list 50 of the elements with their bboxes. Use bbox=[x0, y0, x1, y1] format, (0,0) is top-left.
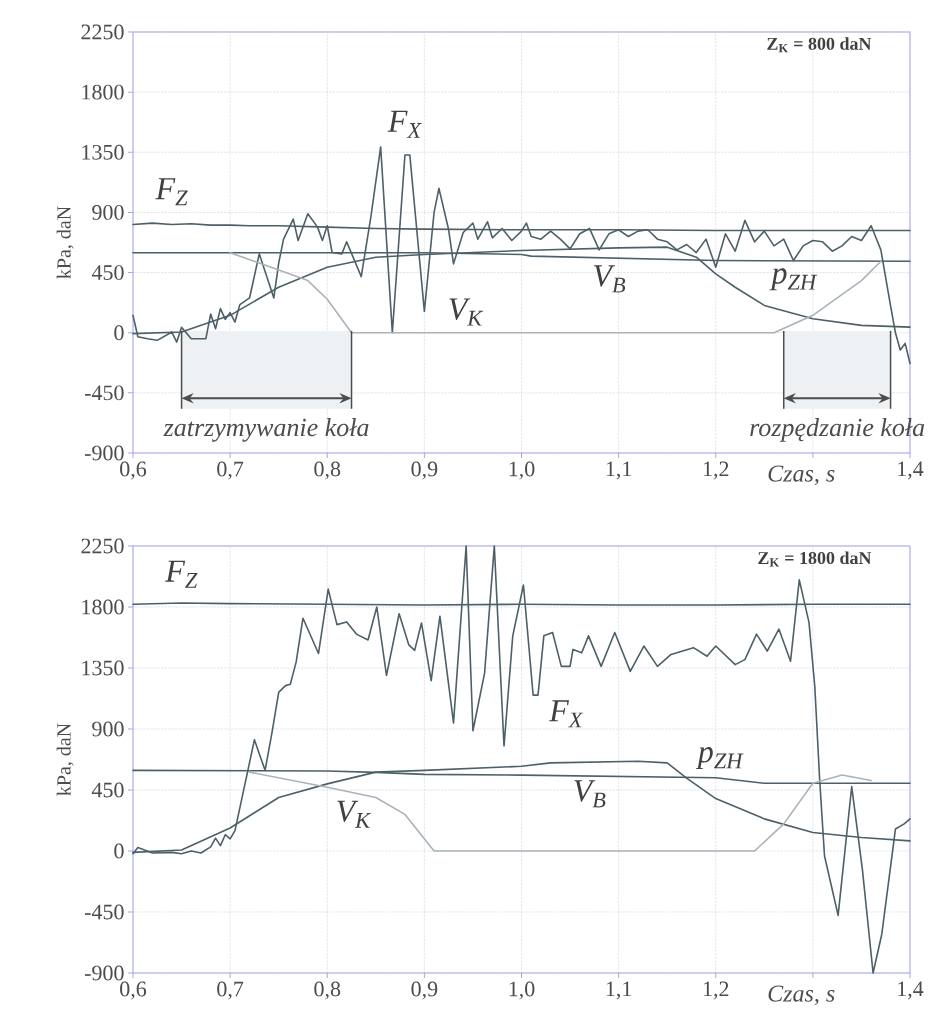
x-tick-label: 1,4 bbox=[898, 981, 924, 1000]
band-label: rozpędzanie koła bbox=[750, 418, 925, 442]
x-tick-label: 1,0 bbox=[509, 981, 535, 1000]
x-tick-label: 0,8 bbox=[314, 461, 341, 480]
x-tick-label: 0,7 bbox=[217, 981, 244, 1000]
band-label: zatrzymywanie koła bbox=[163, 418, 369, 442]
y-tick-label: 2250 bbox=[81, 538, 124, 554]
y-tick-label: -450 bbox=[84, 385, 124, 401]
y-tick-label: 450 bbox=[91, 782, 124, 798]
series-label: F$_{Z}$ bbox=[155, 178, 188, 206]
y-tick-label: -900 bbox=[84, 445, 124, 461]
y-tick-label: 2250 bbox=[81, 24, 124, 40]
x-tick-label: 0,8 bbox=[314, 981, 341, 1000]
x-tick-label: 0,9 bbox=[411, 461, 438, 480]
y-tick-label: 0 bbox=[114, 843, 124, 859]
y-tick-label: 450 bbox=[91, 265, 124, 280]
x-tick-label: 1,1 bbox=[606, 981, 632, 1000]
y-tick-label: 0 bbox=[114, 325, 124, 341]
x-tick-label: 1,4 bbox=[898, 461, 924, 480]
series-label: p$_{ZH}$ bbox=[769, 268, 818, 291]
series-label: V$_{B}$ bbox=[594, 265, 626, 293]
series-label: V$_{K}$ bbox=[449, 298, 484, 326]
x-axis-title: Czas, s bbox=[768, 465, 835, 486]
series-label: F$_{X}$ bbox=[387, 110, 422, 138]
annotation: Z$_{K}$ = 800 daN bbox=[767, 37, 872, 53]
x-tick-label: 1,1 bbox=[606, 461, 632, 480]
series-label: F$_{Z}$ bbox=[165, 560, 198, 588]
y-tick-label: 1350 bbox=[82, 660, 124, 676]
series-label: V$_{B}$ bbox=[574, 780, 606, 808]
y-tick-label: -900 bbox=[84, 965, 124, 981]
x-axis-title: Czas, s bbox=[768, 985, 835, 1006]
y-tick-label: -450 bbox=[84, 904, 124, 920]
series-label: p$_{ZH}$ bbox=[695, 747, 744, 769]
annotation: Z$_{K}$ = 1800 daN bbox=[758, 551, 872, 567]
y-tick-label: 1350 bbox=[82, 144, 124, 160]
x-tick-label: 1,2 bbox=[703, 461, 729, 480]
x-tick-label: 0,7 bbox=[217, 461, 244, 480]
y-axis-title: kPa, daN bbox=[56, 723, 74, 796]
series-label: F$_{X}$ bbox=[549, 700, 584, 728]
y-tick-label: 900 bbox=[92, 721, 124, 737]
y-tick-label: 900 bbox=[92, 204, 124, 220]
y-tick-label: 1800 bbox=[82, 599, 124, 615]
series-label: V$_{K}$ bbox=[337, 800, 372, 828]
y-axis-title: kPa, daN bbox=[56, 206, 74, 279]
x-tick-label: 0,9 bbox=[411, 981, 438, 1000]
y-tick-label: 1800 bbox=[82, 84, 124, 100]
x-tick-label: 0,6 bbox=[120, 461, 147, 480]
x-tick-label: 1,2 bbox=[703, 981, 729, 1000]
x-tick-label: 1,0 bbox=[509, 461, 535, 480]
x-tick-label: 0,6 bbox=[120, 981, 147, 1000]
